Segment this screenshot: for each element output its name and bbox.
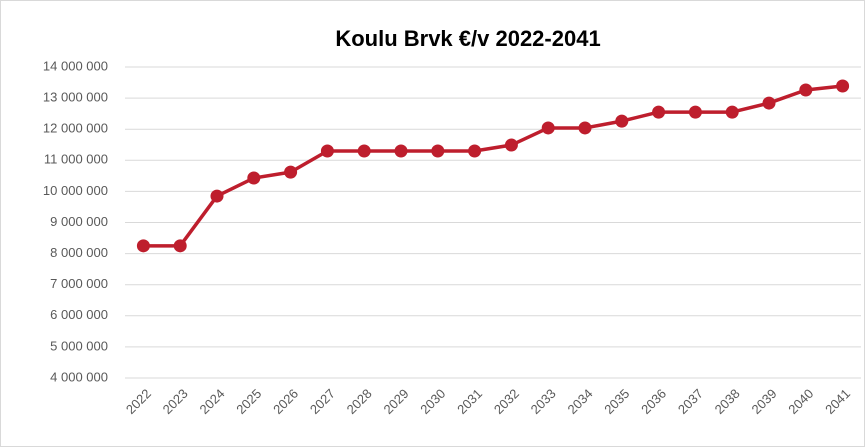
- data-point: [431, 144, 445, 158]
- data-point: [836, 79, 850, 93]
- data-point: [652, 105, 666, 119]
- data-point: [799, 83, 813, 97]
- data-point: [284, 165, 298, 179]
- y-tick-label: 13 000 000: [43, 90, 108, 105]
- y-tick-label: 5 000 000: [50, 338, 108, 353]
- y-tick-label: 4 000 000: [50, 369, 108, 384]
- data-point: [394, 144, 408, 158]
- y-tick-label: 12 000 000: [43, 121, 108, 136]
- data-point: [615, 114, 629, 128]
- data-point: [247, 171, 261, 185]
- data-point: [468, 144, 482, 158]
- data-point: [210, 189, 224, 203]
- data-point: [173, 239, 187, 253]
- chart-title: Koulu Brvk €/v 2022-2041: [335, 26, 600, 51]
- data-point: [578, 121, 592, 135]
- y-tick-label: 8 000 000: [50, 245, 108, 260]
- data-point: [762, 96, 776, 110]
- data-point: [320, 144, 334, 158]
- data-point: [504, 138, 518, 152]
- y-tick-label: 9 000 000: [50, 214, 108, 229]
- y-tick-label: 6 000 000: [50, 307, 108, 322]
- data-point: [688, 105, 702, 119]
- y-tick-label: 11 000 000: [44, 152, 108, 167]
- y-tick-label: 14 000 000: [43, 58, 108, 73]
- data-point: [541, 121, 555, 135]
- data-point: [725, 105, 739, 119]
- y-tick-label: 7 000 000: [50, 276, 108, 291]
- data-point: [136, 239, 150, 253]
- y-tick-label: 10 000 000: [43, 183, 108, 198]
- data-point: [357, 144, 371, 158]
